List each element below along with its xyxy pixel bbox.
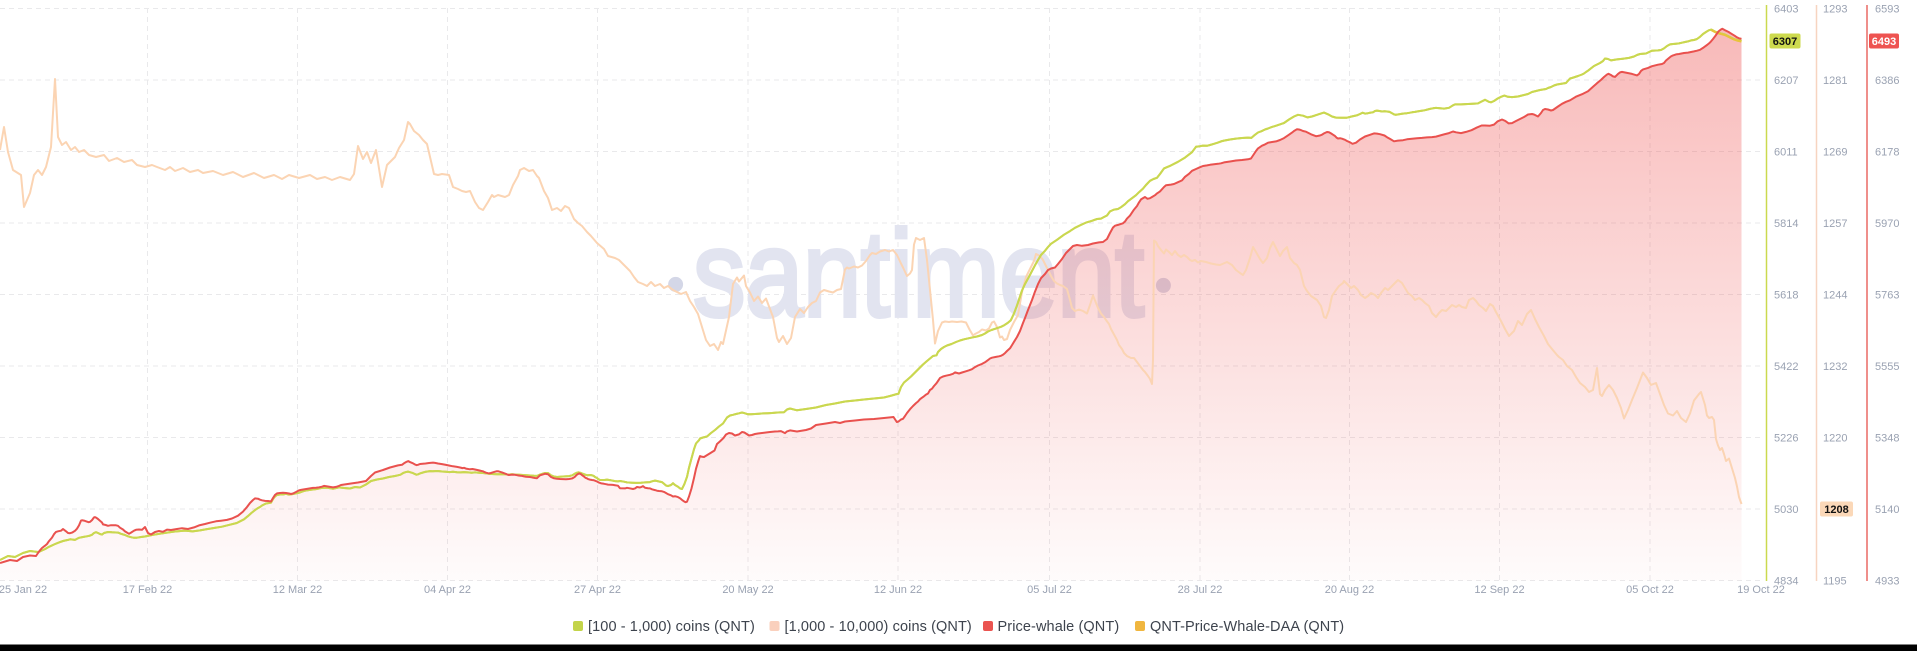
svg-text:4834: 4834 <box>1774 576 1798 588</box>
svg-text:6307: 6307 <box>1773 36 1797 48</box>
svg-text:04 Apr 22: 04 Apr 22 <box>424 584 471 596</box>
svg-text:5348: 5348 <box>1875 433 1899 445</box>
svg-text:5970: 5970 <box>1875 218 1899 230</box>
svg-text:6011: 6011 <box>1774 147 1798 159</box>
svg-text:6493: 6493 <box>1872 36 1896 48</box>
svg-text:05 Oct 22: 05 Oct 22 <box>1626 584 1674 596</box>
svg-text:1257: 1257 <box>1823 218 1847 230</box>
svg-text:12 Jun 22: 12 Jun 22 <box>874 584 922 596</box>
svg-text:1244: 1244 <box>1823 290 1847 302</box>
svg-text:[100 - 1,000) coins (QNT): [100 - 1,000) coins (QNT) <box>588 619 755 635</box>
svg-text:17 Feb 22: 17 Feb 22 <box>123 584 173 596</box>
svg-text:6403: 6403 <box>1774 4 1798 16</box>
svg-text:6593: 6593 <box>1875 4 1899 16</box>
svg-text:5555: 5555 <box>1875 361 1899 373</box>
svg-text:QNT-Price-Whale-DAA (QNT): QNT-Price-Whale-DAA (QNT) <box>1150 619 1344 635</box>
svg-text:20 Aug 22: 20 Aug 22 <box>1325 584 1375 596</box>
svg-text:28 Jul 22: 28 Jul 22 <box>1178 584 1223 596</box>
svg-text:6386: 6386 <box>1875 75 1899 87</box>
svg-text:1281: 1281 <box>1823 75 1847 87</box>
svg-text:27 Apr 22: 27 Apr 22 <box>574 584 621 596</box>
svg-text:12 Mar 22: 12 Mar 22 <box>273 584 323 596</box>
svg-text:4933: 4933 <box>1875 576 1899 588</box>
svg-text:5814: 5814 <box>1774 218 1798 230</box>
svg-text:1293: 1293 <box>1823 4 1847 16</box>
svg-text:5618: 5618 <box>1774 290 1798 302</box>
svg-text:19 Oct 22: 19 Oct 22 <box>1737 584 1785 596</box>
svg-text:12 Sep 22: 12 Sep 22 <box>1474 584 1524 596</box>
svg-text:5030: 5030 <box>1774 504 1798 516</box>
svg-text:1195: 1195 <box>1823 576 1847 588</box>
svg-text:1220: 1220 <box>1823 433 1847 445</box>
svg-text:1232: 1232 <box>1823 361 1847 373</box>
svg-text:6207: 6207 <box>1774 75 1798 87</box>
svg-text:05 Jul 22: 05 Jul 22 <box>1027 584 1072 596</box>
svg-text:5763: 5763 <box>1875 290 1899 302</box>
svg-text:5226: 5226 <box>1774 433 1798 445</box>
svg-text:5140: 5140 <box>1875 504 1899 516</box>
svg-text:1208: 1208 <box>1824 504 1848 516</box>
svg-text:5422: 5422 <box>1774 361 1798 373</box>
svg-text:[1,000 - 10,000) coins (QNT): [1,000 - 10,000) coins (QNT) <box>785 619 972 635</box>
svg-text:20 May 22: 20 May 22 <box>722 584 773 596</box>
svg-text:1269: 1269 <box>1823 147 1847 159</box>
svg-text:6178: 6178 <box>1875 147 1899 159</box>
svg-text:Price-whale (QNT): Price-whale (QNT) <box>998 619 1120 635</box>
svg-text:25 Jan 22: 25 Jan 22 <box>0 584 47 596</box>
